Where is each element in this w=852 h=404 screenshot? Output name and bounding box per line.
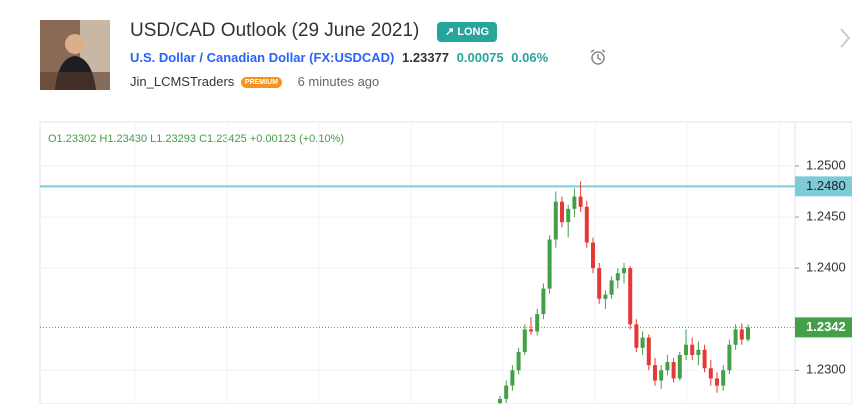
candle-body <box>653 365 657 381</box>
candle-body <box>603 294 608 299</box>
candle-body <box>591 242 595 269</box>
candle-body <box>522 329 527 352</box>
candle-body <box>690 344 695 355</box>
candle-body <box>553 201 558 240</box>
candle-body <box>677 354 682 379</box>
symbol[interactable]: (FX:USDCAD) <box>309 50 395 65</box>
badge-text: LONG <box>457 26 490 38</box>
price: 1.23377 <box>402 50 450 65</box>
candle-body <box>510 370 515 386</box>
ohlc-legend: O1.23302 H1.23430 L1.23293 C1.23425 +0.0… <box>48 133 344 145</box>
symbol-name[interactable]: U.S. Dollar / Canadian Dollar <box>130 50 306 65</box>
candle-body <box>547 239 552 289</box>
candle-body <box>659 370 664 381</box>
premium-badge: PREMIUM <box>240 77 282 88</box>
candle-body <box>560 201 564 223</box>
candle-body <box>578 196 583 207</box>
change: 0.00075 <box>456 50 504 65</box>
candle-body <box>541 288 546 315</box>
candle-body <box>746 327 750 340</box>
idea-title: USD/CAD Outlook (29 June 2021) <box>130 20 420 41</box>
y-tick-label: 1.2500 <box>806 157 846 172</box>
hline-label: 1.2480 <box>806 178 846 193</box>
avatar <box>40 20 110 90</box>
candle-body <box>584 206 589 243</box>
y-tick-label: 1.2450 <box>806 208 846 223</box>
candle-body <box>721 370 726 386</box>
candle-body <box>727 344 732 371</box>
candle-body <box>529 329 533 332</box>
last-price-bg <box>795 317 852 338</box>
next-arrow[interactable] <box>838 26 852 50</box>
chart-frame <box>39 121 852 404</box>
candle-body <box>702 349 707 369</box>
candle-body <box>516 351 521 371</box>
y-tick-label: 1.2400 <box>806 260 846 275</box>
candle-body <box>622 268 626 274</box>
y-tick-label: 1.2300 <box>806 362 846 377</box>
candle-body <box>733 329 738 345</box>
candle-body <box>696 349 701 355</box>
candle-body <box>609 280 614 295</box>
candle-body <box>739 329 744 340</box>
candle-body <box>498 398 502 403</box>
candle-body <box>684 344 688 355</box>
candle-body <box>615 273 620 281</box>
alert-icon[interactable] <box>588 48 608 66</box>
change-pct: 0.06% <box>511 50 549 65</box>
candle-body <box>634 324 639 348</box>
long-badge: ↗ LONG <box>437 22 498 42</box>
candle-body <box>640 337 645 348</box>
candle-body <box>535 314 540 332</box>
candle-body <box>628 268 633 325</box>
author[interactable]: Jin_LCMSTraders <box>130 74 235 89</box>
candle-body <box>671 362 676 379</box>
candle-body <box>715 378 719 386</box>
candle-body <box>646 337 651 366</box>
candle-body <box>504 385 509 399</box>
last-price-label: 1.2342 <box>806 319 846 334</box>
candle-body <box>708 368 713 379</box>
hline-label-bg <box>795 176 852 197</box>
candle-body <box>597 268 602 299</box>
author-line: Jin_LCMSTraders PREMIUM 6 minutes ago <box>130 74 379 89</box>
candle-body <box>572 196 577 209</box>
candle-body <box>566 208 571 223</box>
candle-body <box>665 362 670 371</box>
time: 6 minutes ago <box>297 74 380 89</box>
symbol-line: U.S. Dollar / Canadian Dollar (FX:USDCAD… <box>130 50 548 65</box>
